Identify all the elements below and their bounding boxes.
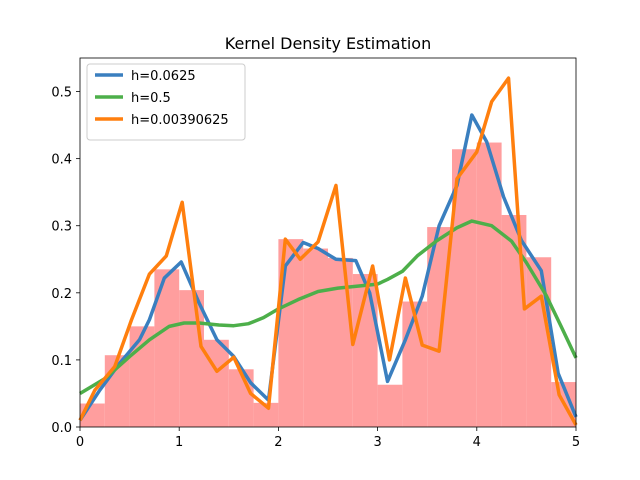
x-tick-label: 2 <box>274 435 282 450</box>
axes-frame <box>79 57 577 428</box>
histogram-bar <box>476 142 502 427</box>
x-tick-label: 4 <box>473 435 481 450</box>
y-tick-label: 0.1 <box>51 354 72 369</box>
series-line-2 <box>79 219 578 395</box>
legend-box <box>86 63 246 141</box>
y-tick-label: 0.2 <box>51 287 72 302</box>
x-tick-label: 5 <box>572 435 580 450</box>
legend: h=0.0625 h=0.5 h=0.00390625 <box>86 63 246 141</box>
histogram-bar <box>204 339 229 427</box>
histogram-bar <box>328 257 353 427</box>
y-axis: 0.0 0.1 0.2 0.3 0.4 0.5 <box>51 86 80 436</box>
histogram-bar <box>501 214 527 427</box>
plot-area: 0 1 2 3 4 5 0.0 0.1 0.2 0.3 0.4 0.5 <box>51 57 580 450</box>
histogram-bar <box>179 290 204 427</box>
histogram-bar <box>377 384 403 427</box>
x-tick-label: 1 <box>175 435 183 450</box>
series-line-3 <box>78 76 578 426</box>
histogram-bar <box>303 248 328 427</box>
histogram-bar <box>228 369 254 427</box>
histogram-bar <box>129 326 155 427</box>
chart-title: Kernel Density Estimation <box>225 34 431 53</box>
legend-label: h=0.0625 <box>131 69 196 84</box>
y-tick-label: 0.0 <box>51 421 72 436</box>
y-tick-label: 0.5 <box>51 86 72 101</box>
legend-label: h=0.00390625 <box>131 113 229 128</box>
x-axis: 0 1 2 3 4 5 <box>76 427 580 450</box>
legend-label: h=0.5 <box>131 91 171 106</box>
y-tick-label: 0.3 <box>51 220 72 235</box>
x-tick-label: 3 <box>373 435 381 450</box>
series-line-1 <box>78 113 578 422</box>
x-tick-label: 0 <box>76 435 84 450</box>
y-tick-label: 0.4 <box>51 153 72 168</box>
lines-layer <box>78 76 578 426</box>
